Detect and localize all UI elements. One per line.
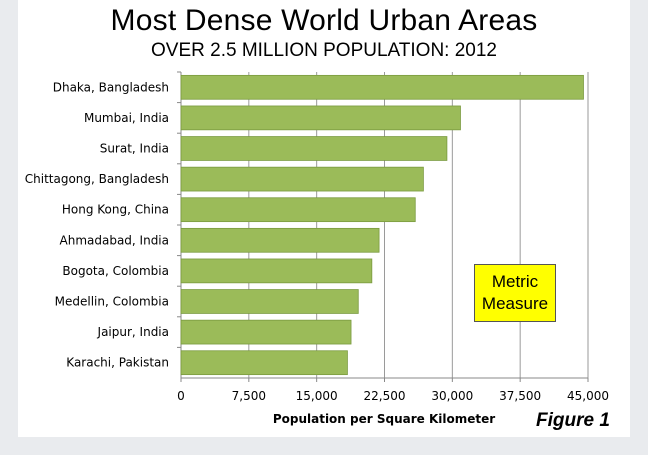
- metric-measure-note: Metric Measure: [474, 264, 556, 322]
- x-tick-label: 7,500: [232, 389, 266, 403]
- bar: [180, 136, 448, 161]
- figure-label: Figure 1: [536, 410, 610, 431]
- x-axis-title: Population per Square Kilometer: [273, 412, 495, 426]
- bar: [180, 289, 359, 314]
- category-label: Karachi, Pakistan: [66, 356, 169, 370]
- category-label: Bogota, Colombia: [62, 264, 169, 278]
- bar: [180, 258, 373, 284]
- x-tick-label: 15,000: [296, 389, 338, 403]
- category-label: Surat, India: [100, 142, 169, 156]
- category-label: Hong Kong, China: [62, 203, 169, 217]
- category-label: Medellin, Colombia: [55, 295, 169, 309]
- bar: [180, 197, 416, 223]
- bar: [180, 166, 424, 192]
- bar: [180, 105, 461, 131]
- bar: [180, 74, 584, 100]
- category-label: Ahmadabad, India: [60, 233, 170, 247]
- bar: [180, 350, 348, 376]
- category-label: Mumbai, India: [84, 111, 169, 125]
- chart-subtitle: OVER 2.5 MILLION POPULATION: 2012: [151, 40, 497, 61]
- x-tick-label: 30,000: [431, 389, 473, 403]
- category-label: Chittagong, Bangladesh: [25, 172, 169, 186]
- category-label: Dhaka, Bangladesh: [53, 80, 169, 94]
- bar: [180, 227, 380, 253]
- x-tick-label: 37,500: [499, 389, 541, 403]
- x-tick-label: 0: [177, 389, 185, 403]
- category-label: Jaipur, India: [97, 325, 169, 339]
- x-tick-label: 45,000: [567, 389, 609, 403]
- x-tick-label: 22,500: [364, 389, 406, 403]
- chart-title: Most Dense World Urban Areas: [110, 4, 538, 37]
- bar: [180, 319, 352, 345]
